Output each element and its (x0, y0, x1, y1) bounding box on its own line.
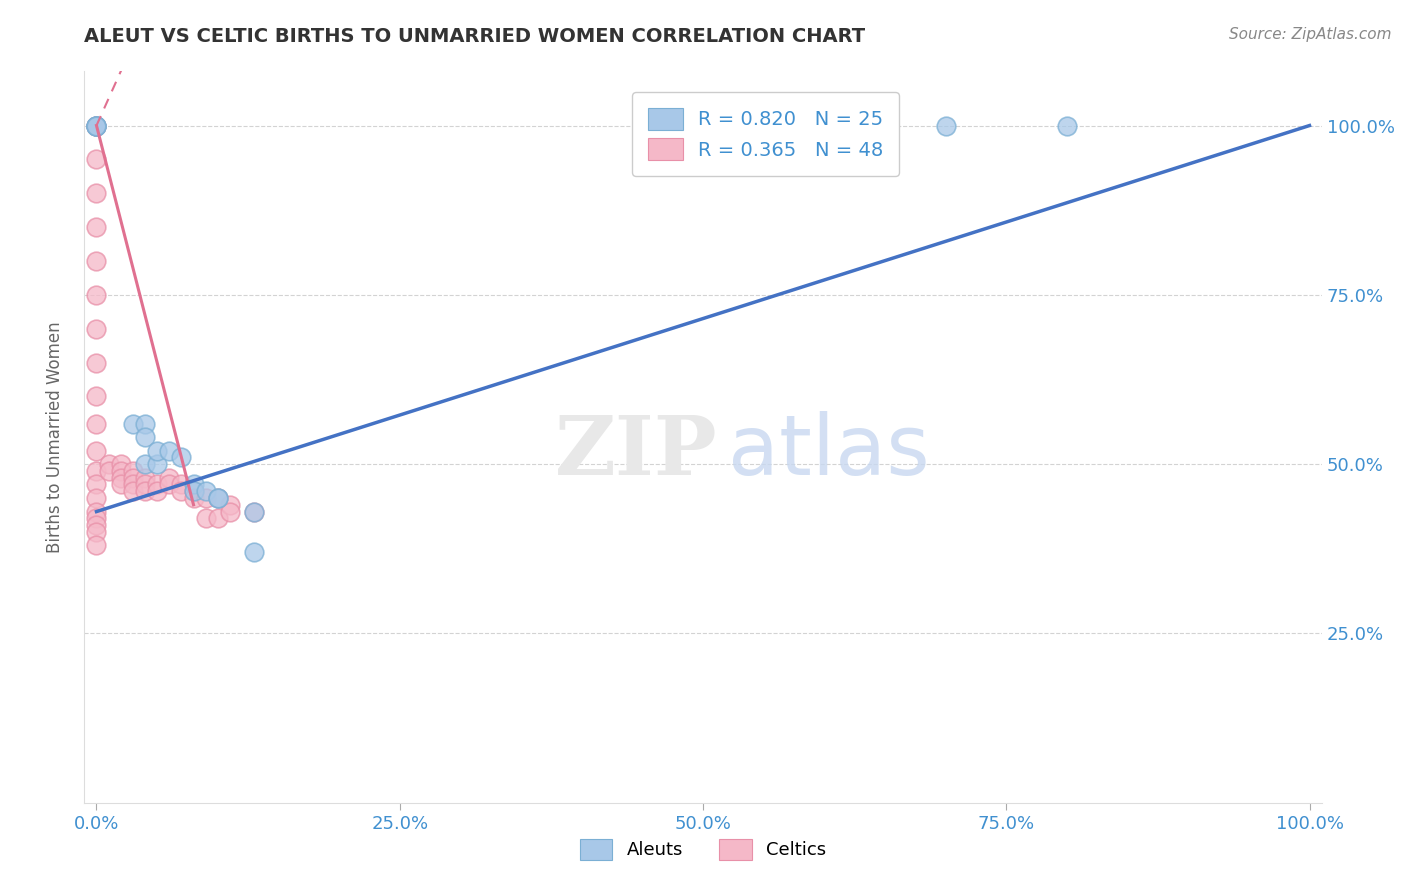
Point (752, 119, 775, 133)
Point (157, 443, 180, 458)
Point (86, 119, 108, 133)
Legend: Aleuts, Celtics: Aleuts, Celtics (565, 824, 841, 874)
Point (170, 450, 193, 465)
Point (183, 491, 205, 505)
Point (183, 484, 205, 499)
Point (86, 254, 108, 268)
Point (207, 491, 229, 505)
Point (716, 119, 738, 133)
Point (86, 491, 108, 505)
Point (219, 505, 242, 519)
Point (86, 464, 108, 478)
Text: atlas: atlas (728, 411, 929, 492)
Point (86, 220, 108, 235)
Point (146, 484, 169, 499)
Point (86, 505, 108, 519)
Point (110, 471, 132, 485)
Point (86, 119, 108, 133)
Point (86, 524, 108, 539)
Point (122, 464, 145, 478)
Point (134, 484, 156, 499)
Y-axis label: Births to Unmarried Women: Births to Unmarried Women (45, 321, 63, 553)
Point (157, 471, 180, 485)
Point (122, 417, 145, 431)
Point (86, 288, 108, 302)
Point (86, 119, 108, 133)
Point (146, 477, 169, 491)
Point (86, 119, 108, 133)
Point (122, 471, 145, 485)
Point (97, 457, 120, 471)
Point (122, 484, 145, 499)
Text: ZIP: ZIP (554, 412, 717, 491)
Point (134, 471, 156, 485)
Point (86, 443, 108, 458)
Legend: R = 0.820   N = 25, R = 0.365   N = 48: R = 0.820 N = 25, R = 0.365 N = 48 (633, 92, 900, 176)
Point (170, 484, 193, 499)
Point (97, 464, 120, 478)
Point (183, 477, 205, 491)
Point (86, 477, 108, 491)
Point (86, 119, 108, 133)
Point (838, 119, 860, 133)
Point (86, 119, 108, 133)
Point (134, 430, 156, 444)
Point (157, 477, 180, 491)
Point (86, 322, 108, 336)
Point (122, 477, 145, 491)
Point (86, 355, 108, 369)
Point (134, 417, 156, 431)
Point (86, 518, 108, 533)
Point (110, 457, 132, 471)
Point (86, 389, 108, 403)
Point (1056, 119, 1078, 133)
Text: ALEUT VS CELTIC BIRTHS TO UNMARRIED WOMEN CORRELATION CHART: ALEUT VS CELTIC BIRTHS TO UNMARRIED WOME… (84, 27, 866, 45)
Point (243, 505, 266, 519)
Point (86, 511, 108, 525)
Point (86, 417, 108, 431)
Point (110, 477, 132, 491)
Point (207, 511, 229, 525)
Point (134, 477, 156, 491)
Point (935, 119, 957, 133)
Point (692, 119, 714, 133)
Point (219, 498, 242, 512)
Point (194, 484, 217, 499)
Point (194, 511, 217, 525)
Point (86, 186, 108, 201)
Point (86, 153, 108, 167)
Point (194, 491, 217, 505)
Point (146, 457, 169, 471)
Point (146, 443, 169, 458)
Point (207, 491, 229, 505)
Point (183, 484, 205, 499)
Point (207, 491, 229, 505)
Point (86, 538, 108, 552)
Point (110, 464, 132, 478)
Point (243, 545, 266, 559)
Text: Source: ZipAtlas.com: Source: ZipAtlas.com (1229, 27, 1392, 42)
Point (134, 457, 156, 471)
Point (243, 505, 266, 519)
Point (170, 477, 193, 491)
